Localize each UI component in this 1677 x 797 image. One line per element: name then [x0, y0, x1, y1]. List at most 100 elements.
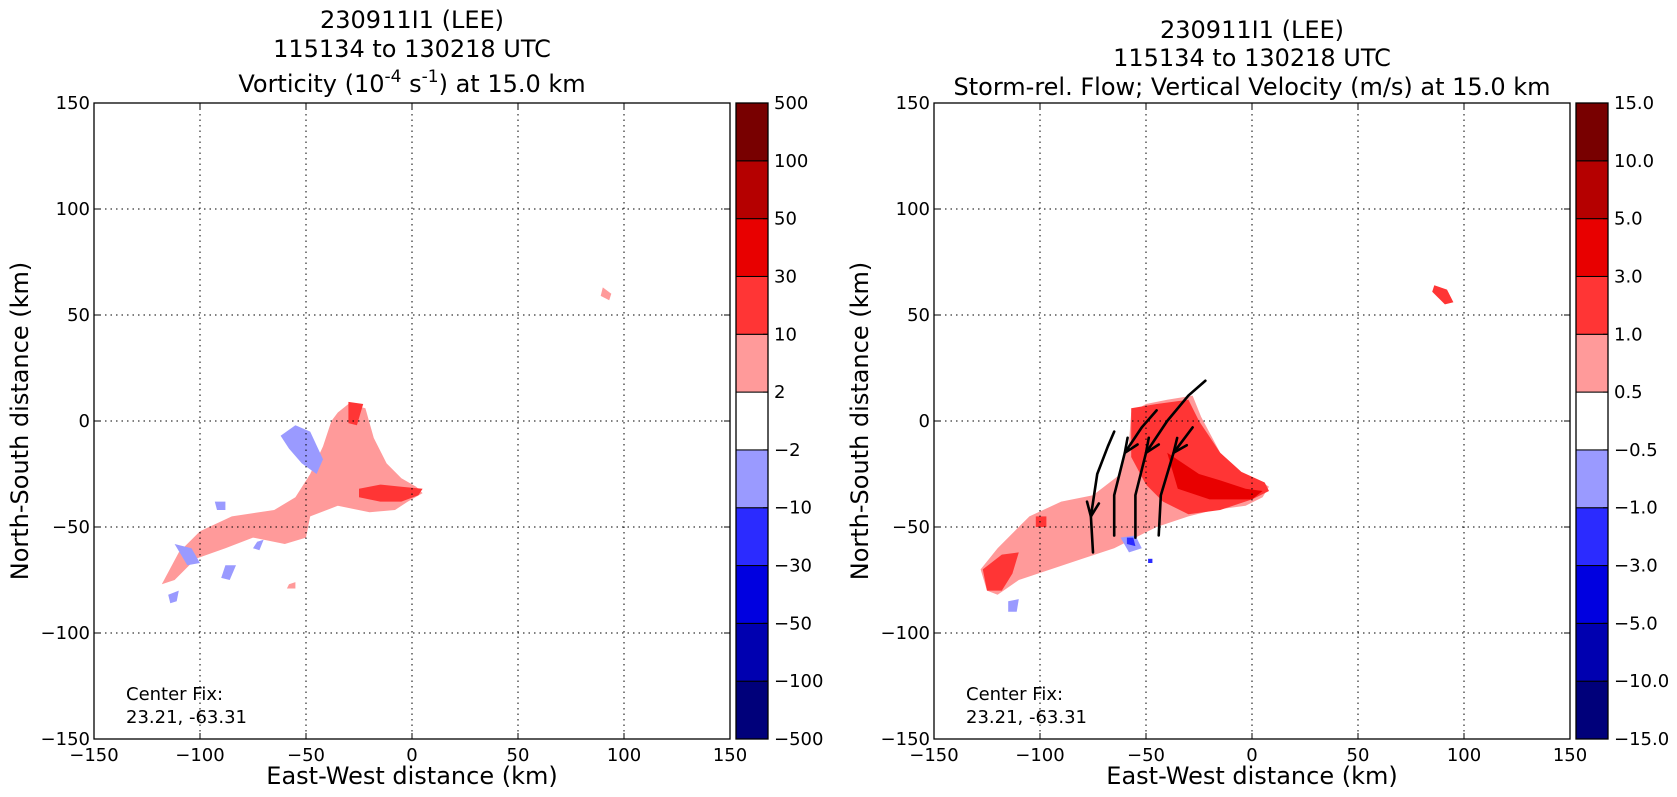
colorbar-segment — [735, 275, 769, 335]
left-title-line-2: 115134 to 130218 UTC — [273, 35, 551, 63]
right-x-axis-label: East-West distance (km) — [1106, 762, 1397, 790]
left-title-mid: s — [401, 70, 421, 98]
flow-streamline — [1134, 379, 1207, 539]
y-tick-label: −150 — [881, 729, 930, 750]
colorbar-segment — [1575, 391, 1609, 451]
right-grid — [934, 103, 1570, 739]
colorbar-tick-label: 10 — [774, 324, 797, 345]
y-tick-label: 100 — [896, 199, 930, 220]
x-tick-label: −100 — [1015, 745, 1064, 766]
x-tick-label: 0 — [406, 745, 417, 766]
colorbar-segment — [735, 160, 769, 220]
colorbar-tick-label: 3.0 — [1614, 266, 1643, 287]
colorbar-segment — [1575, 507, 1609, 567]
x-tick-label: 50 — [1347, 745, 1370, 766]
left-shaded-regions — [161, 287, 612, 604]
shaded-region — [1008, 599, 1019, 612]
colorbar-tick-label: −0.5 — [1614, 440, 1658, 461]
y-tick-label: 50 — [67, 305, 90, 326]
colorbar-tick-label: −500 — [774, 729, 823, 750]
colorbar-tick-label: −10 — [774, 498, 812, 519]
colorbar-segment — [1575, 680, 1609, 740]
x-tick-label: −50 — [287, 745, 325, 766]
colorbar-tick-label: 500 — [774, 93, 808, 114]
vertical-velocity-panel: 230911I1 (LEE) 115134 to 130218 UTC Stor… — [846, 16, 1669, 790]
right-plot-background — [934, 103, 1570, 739]
x-tick-label: 50 — [507, 745, 530, 766]
left-title-exponent-1: -4 — [385, 67, 402, 87]
colorbar-segment — [1575, 333, 1609, 393]
shaded-region — [174, 544, 200, 566]
colorbar-segment — [735, 622, 769, 682]
right-flow-lines — [1085, 379, 1207, 554]
y-tick-label: 150 — [56, 93, 90, 114]
colorbar-tick-label: 100 — [774, 151, 808, 172]
right-title-line-1: 230911I1 (LEE) — [1160, 16, 1344, 44]
left-grid — [94, 103, 730, 739]
colorbar-segment — [735, 680, 769, 740]
y-tick-label: −100 — [881, 623, 930, 644]
shaded-region — [168, 590, 179, 604]
right-y-axis-label: North-South distance (km) — [846, 262, 874, 581]
y-tick-label: 150 — [896, 93, 930, 114]
colorbar-segment — [735, 507, 769, 567]
right-plot-area: −150 −100 −50 0 50 100 150 −150 −100 −50 0 50 100 150 — [881, 93, 1588, 766]
left-title-prefix: Vorticity (10 — [238, 70, 384, 98]
left-center-fix-label: Center Fix: — [126, 684, 223, 705]
x-tick-label: 100 — [607, 745, 641, 766]
colorbar-segment — [1575, 622, 1609, 682]
flow-arrowhead — [1085, 500, 1101, 518]
shaded-region — [982, 552, 1019, 591]
shaded-region — [1167, 452, 1263, 500]
left-title-exponent-2: -1 — [422, 67, 439, 87]
vorticity-panel: 230911I1 (LEE) 115134 to 130218 UTC Vort… — [6, 6, 823, 790]
colorbar-segment — [735, 333, 769, 393]
left-title-line-1: 230911I1 (LEE) — [320, 6, 504, 34]
y-tick-label: 100 — [56, 199, 90, 220]
left-ticks: −150 −100 −50 0 50 100 150 −150 −100 −50 0 50 100 150 — [41, 93, 748, 766]
colorbar-tick-label: −100 — [774, 671, 823, 692]
shaded-region — [161, 404, 423, 585]
colorbar-tick-label: −10.0 — [1614, 671, 1669, 692]
shaded-region — [1126, 537, 1136, 547]
colorbar-tick-label: −5.0 — [1614, 613, 1658, 634]
shaded-region — [286, 582, 296, 589]
shaded-region — [1432, 285, 1454, 305]
colorbar-segment — [1575, 102, 1609, 162]
shaded-region — [253, 539, 264, 551]
colorbar-tick-label: −30 — [774, 556, 812, 577]
right-shaded-regions — [980, 285, 1454, 612]
left-y-axis-label: North-South distance (km) — [6, 262, 34, 581]
shaded-region — [214, 501, 226, 510]
colorbar-segment — [735, 218, 769, 277]
shaded-region — [221, 565, 236, 580]
colorbar-tick-label: 30 — [774, 266, 797, 287]
right-center-fix-label: Center Fix: — [966, 684, 1063, 705]
colorbar-segment — [735, 449, 769, 509]
left-x-axis-label: East-West distance (km) — [266, 762, 557, 790]
colorbar-tick-label: 2 — [774, 382, 785, 403]
y-tick-label: −50 — [892, 517, 930, 538]
left-plot-area: −150 −100 −50 0 50 100 150 −150 −100 −50 0 50 100 150 — [41, 93, 748, 766]
y-tick-label: 0 — [79, 411, 90, 432]
x-tick-label: 100 — [1447, 745, 1481, 766]
shaded-region — [1035, 516, 1047, 527]
colorbar-tick-label: 15.0 — [1614, 93, 1654, 114]
shaded-region — [348, 401, 364, 426]
x-tick-label: −150 — [909, 745, 958, 766]
colorbar-tick-label: −15.0 — [1614, 729, 1669, 750]
flow-arrowhead — [1144, 436, 1161, 455]
colorbar-tick-label: 50 — [774, 209, 797, 230]
colorbar-segment — [1575, 275, 1609, 335]
left-plot-background — [94, 103, 730, 739]
shaded-region — [1148, 558, 1153, 563]
colorbar-tick-label: 1.0 — [1614, 324, 1643, 345]
flow-streamline — [1157, 426, 1194, 537]
left-colorbar: −500 −100 −50 −30 −10 −2 2 10 30 50 100 500 — [735, 93, 823, 750]
colorbar-segment — [735, 102, 769, 162]
colorbar-segment — [1575, 449, 1609, 509]
y-tick-label: 0 — [919, 411, 930, 432]
colorbar-tick-label: 10.0 — [1614, 151, 1654, 172]
left-title-line-3: Vorticity (10-4 s-1) at 15.0 km — [238, 67, 585, 98]
